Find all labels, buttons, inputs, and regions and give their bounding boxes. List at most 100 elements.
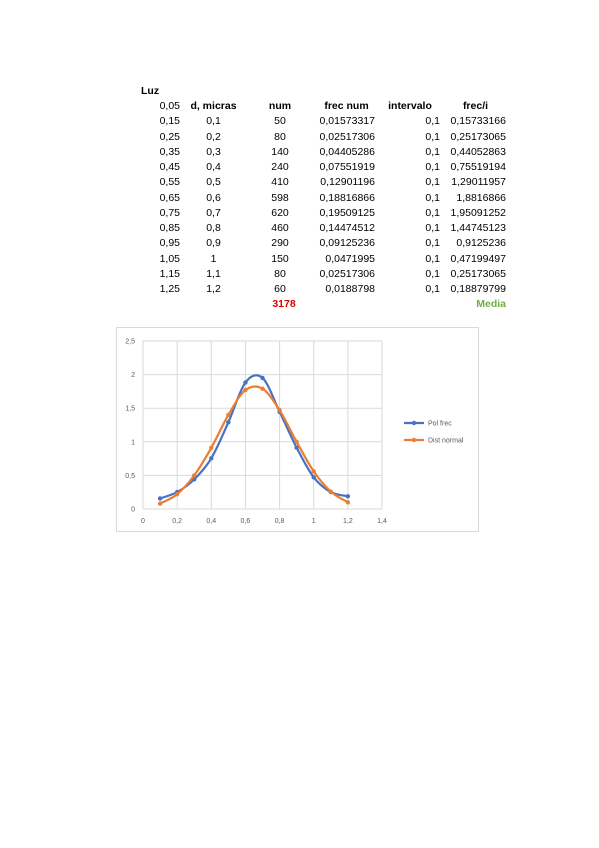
y-tick-label: 0,5	[125, 473, 135, 480]
table-cell: 1,1	[206, 267, 221, 280]
table-cell: 1,8816866	[456, 191, 506, 204]
luz-label: Luz	[141, 85, 160, 97]
x-tick-label: 0,4	[206, 518, 216, 525]
series-point-1	[311, 469, 316, 474]
series-point-0	[209, 456, 214, 461]
table-cell: 0,1	[206, 115, 221, 128]
series-point-1	[192, 473, 197, 478]
y-tick-label: 1,5	[125, 406, 135, 413]
table-cell: 0,1	[425, 222, 440, 234]
table-cell: 0,18816866	[319, 191, 375, 204]
cell-col-a: 0,15	[159, 115, 180, 128]
table-cell: 0,1	[425, 145, 440, 158]
table-cell: 0,12901196	[320, 176, 375, 189]
table-cell: 0,14474512	[319, 222, 375, 234]
column-header: frec/i	[462, 100, 489, 112]
table-cell: 0,04405286	[319, 145, 375, 158]
column-header: num	[268, 100, 292, 112]
legend-label: Pol frec	[428, 421, 452, 428]
table-cell: 0,6	[206, 191, 221, 204]
cell-col-a: 0,55	[159, 176, 180, 189]
legend-marker	[411, 420, 417, 426]
table-cell: 0,0188798	[325, 283, 375, 295]
table-cell: 0,02517306	[319, 267, 375, 280]
table-cell: 620	[271, 206, 289, 219]
series-line-1	[159, 385, 349, 505]
table-cell: 0,47199497	[450, 252, 506, 265]
cell-col-a: 0,35	[159, 145, 180, 158]
series-point-0	[243, 380, 248, 385]
table-cell: 0,1	[425, 283, 440, 295]
table-cell: 1,95091252	[450, 206, 506, 219]
table-cell: 0,4	[206, 161, 221, 173]
series-point-0	[345, 494, 351, 499]
table-cell: 0,1	[425, 176, 440, 189]
legend-label: Dist normal	[428, 438, 464, 445]
y-tick-label: 0	[131, 507, 135, 514]
table-cell: 0,15733166	[450, 115, 506, 128]
series-point-1	[260, 386, 265, 391]
table-cell: 0,01573317	[319, 115, 375, 128]
media-label: Media	[476, 298, 506, 311]
table-cell: 0,9	[206, 237, 221, 250]
series-point-0	[311, 475, 316, 480]
table-cell: 0,1	[425, 237, 440, 250]
series-point-1	[277, 408, 282, 413]
cell-col-a: 0,25	[159, 130, 180, 143]
table-cell: 0,09125236	[319, 237, 375, 250]
table-cell: 0,0471995	[325, 252, 375, 265]
series-point-1	[345, 500, 351, 505]
table-cell: 410	[271, 176, 289, 189]
cell-col-a: 0,95	[159, 237, 180, 250]
table-cell: 0,25173065	[450, 130, 506, 143]
table-cell: 0,5	[206, 176, 221, 189]
series-point-1	[209, 445, 214, 451]
cell-col-a: 0,75	[159, 206, 180, 219]
table-cell: 80	[274, 130, 286, 143]
chart: 0 0,5 1 1,5 2 2,5 0 0,2 0,4 0,6 0,8 1 1,2 1,4 Pol frec…	[116, 327, 479, 532]
table-cell: 598	[271, 191, 289, 204]
table-cell: 0,1	[425, 130, 440, 143]
x-tick-label: 0	[141, 518, 145, 525]
table-cell: 140	[271, 145, 289, 158]
spreadsheet-table: Luz 0,05 d, micras num frec num intervalo fre…	[0, 0, 599, 320]
cell-col-a: 1,05	[159, 252, 180, 265]
table-cell: 0,02517306	[319, 130, 375, 143]
column-header: intervalo	[388, 100, 432, 112]
series-point-1	[243, 387, 248, 393]
x-tick-label: 0,2	[172, 518, 182, 525]
x-tick-label: 0,6	[241, 518, 251, 525]
column-header: frec num	[324, 100, 369, 112]
table-cell: 50	[274, 115, 286, 128]
table-cell: 0,75519194	[450, 161, 506, 173]
series-point-1	[294, 439, 299, 444]
series-point-1	[328, 489, 333, 494]
table-cell: 1	[210, 252, 217, 265]
chart-svg: 0 0,5 1 1,5 2 2,5 0 0,2 0,4 0,6 0,8 1 1,2 1,4 Pol frec…	[125, 339, 464, 526]
cell-col-a: 0,85	[159, 222, 180, 234]
table-cell: 0,25173065	[450, 267, 506, 280]
table-cell: 1,29011957	[451, 176, 506, 189]
cell-col-a: 1,25	[159, 283, 180, 295]
table-cell: 0,7	[206, 206, 221, 219]
table-cell: 0,1	[425, 252, 440, 265]
x-tick-label: 1,4	[377, 518, 387, 525]
table-cell: 0,8	[206, 222, 221, 234]
table-cell: 0,18879799	[450, 283, 506, 295]
y-tick-label: 2	[131, 372, 135, 379]
table-cell: 460	[271, 222, 289, 234]
series-point-1	[174, 492, 180, 497]
x-tick-label: 0,8	[275, 518, 285, 525]
cell-col-a: 0,05	[159, 100, 180, 112]
series-point-0	[226, 420, 231, 425]
column-header: d, micras	[190, 100, 237, 112]
series-point-0	[294, 445, 299, 450]
series-point-0	[260, 375, 265, 381]
table-cell: 0,9125236	[456, 237, 506, 250]
table-cell: 1,44745123	[450, 222, 506, 234]
cell-col-a: 0,65	[159, 191, 180, 204]
cell-col-a: 1,15	[159, 267, 180, 280]
y-tick-label: 1	[131, 439, 135, 446]
table-cell: 0,3	[206, 145, 221, 158]
table-cell: 290	[271, 237, 289, 250]
